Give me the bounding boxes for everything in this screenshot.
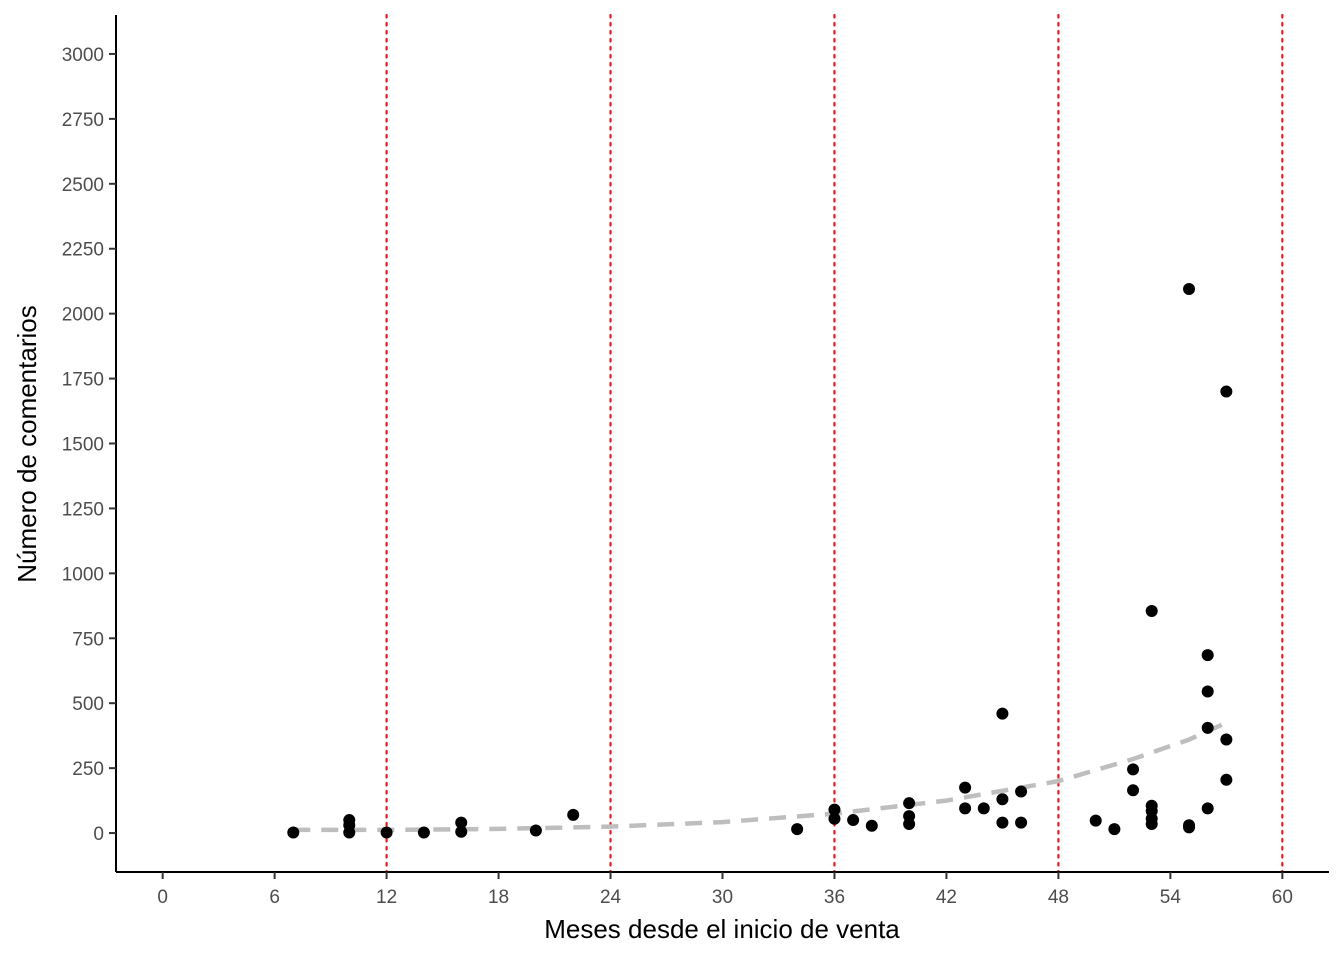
data-point-11 bbox=[828, 803, 841, 816]
data-point-37 bbox=[1183, 821, 1196, 834]
data-point-41 bbox=[1201, 802, 1214, 815]
data-point-15 bbox=[903, 797, 916, 810]
data-point-6 bbox=[455, 816, 468, 829]
x-tick-label-42: 42 bbox=[936, 887, 957, 908]
y-tick-label-3000: 3000 bbox=[62, 45, 104, 66]
data-point-35 bbox=[1183, 282, 1196, 295]
data-point-40 bbox=[1201, 721, 1214, 734]
x-tick-label-0: 0 bbox=[157, 887, 168, 908]
data-point-8 bbox=[529, 824, 542, 837]
y-tick-label-0: 0 bbox=[93, 824, 104, 845]
x-tick-label-24: 24 bbox=[600, 887, 622, 908]
y-tick-label-1500: 1500 bbox=[62, 435, 104, 456]
data-point-10 bbox=[791, 823, 804, 836]
data-point-7 bbox=[455, 825, 468, 838]
data-point-4 bbox=[380, 826, 393, 839]
y-tick-label-2250: 2250 bbox=[62, 240, 104, 261]
data-point-39 bbox=[1201, 685, 1214, 698]
x-tick-label-12: 12 bbox=[376, 887, 397, 908]
data-point-38 bbox=[1201, 649, 1214, 662]
data-point-34 bbox=[1145, 817, 1158, 830]
x-tick-label-6: 6 bbox=[269, 887, 280, 908]
x-axis-title: Meses desde el inicio de venta bbox=[544, 914, 900, 944]
data-point-44 bbox=[1220, 773, 1233, 786]
data-point-24 bbox=[1015, 785, 1028, 798]
y-tick-label-2750: 2750 bbox=[62, 110, 104, 131]
data-point-25 bbox=[1015, 816, 1028, 829]
y-tick-label-250: 250 bbox=[72, 759, 104, 780]
data-point-14 bbox=[865, 819, 878, 832]
data-point-21 bbox=[996, 707, 1009, 720]
data-point-22 bbox=[996, 793, 1009, 806]
x-tick-label-54: 54 bbox=[1160, 887, 1182, 908]
data-points-layer bbox=[287, 282, 1233, 839]
y-axis-title: Número de comentarios bbox=[12, 305, 42, 582]
data-point-3 bbox=[343, 826, 356, 839]
trend-line-layer bbox=[293, 720, 1228, 833]
data-point-23 bbox=[996, 816, 1009, 829]
y-tick-label-2500: 2500 bbox=[62, 175, 104, 196]
data-point-5 bbox=[417, 826, 430, 839]
data-point-18 bbox=[959, 781, 972, 794]
y-tick-label-1750: 1750 bbox=[62, 370, 104, 391]
y-tick-label-750: 750 bbox=[72, 629, 104, 650]
data-point-27 bbox=[1108, 823, 1121, 836]
data-point-30 bbox=[1145, 605, 1158, 618]
data-point-9 bbox=[567, 808, 580, 821]
data-point-17 bbox=[903, 817, 916, 830]
data-point-0 bbox=[287, 826, 300, 839]
data-point-42 bbox=[1220, 385, 1233, 398]
x-tick-label-60: 60 bbox=[1272, 887, 1293, 908]
data-point-13 bbox=[847, 814, 860, 827]
x-tick-label-18: 18 bbox=[488, 887, 509, 908]
x-tick-label-36: 36 bbox=[824, 887, 845, 908]
data-point-43 bbox=[1220, 733, 1233, 746]
x-tick-label-30: 30 bbox=[712, 887, 733, 908]
data-point-28 bbox=[1127, 763, 1140, 776]
data-point-19 bbox=[959, 802, 972, 815]
reference-lines-layer bbox=[385, 13, 1284, 874]
data-point-29 bbox=[1127, 784, 1140, 797]
trend-line bbox=[293, 720, 1228, 833]
x-tick-label-48: 48 bbox=[1048, 887, 1069, 908]
y-tick-label-1000: 1000 bbox=[62, 564, 104, 585]
data-point-26 bbox=[1089, 814, 1102, 827]
y-tick-label-500: 500 bbox=[72, 694, 104, 715]
y-tick-label-2000: 2000 bbox=[62, 305, 104, 326]
data-point-20 bbox=[977, 802, 990, 815]
y-tick-label-1250: 1250 bbox=[62, 499, 104, 520]
axes-layer: 0 6 12 18 24 30 36 42 48 54 60 0 250 500 750 1000 1250 15… bbox=[62, 15, 1329, 908]
data-point-12 bbox=[828, 812, 841, 825]
